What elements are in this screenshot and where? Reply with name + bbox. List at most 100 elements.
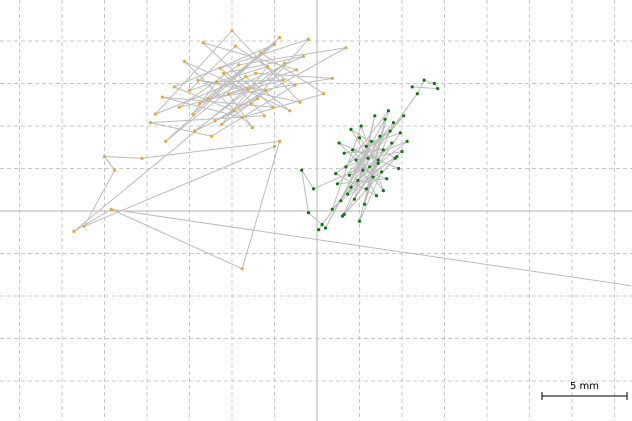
series-2-point xyxy=(323,226,328,230)
series-2-point xyxy=(346,192,350,196)
series-1-point xyxy=(221,71,226,75)
series-1-point xyxy=(255,97,260,101)
series-2-point xyxy=(415,92,419,96)
series-1-point xyxy=(293,83,297,87)
series-1-point xyxy=(213,119,217,123)
series-1-point xyxy=(278,139,282,143)
series-2-point xyxy=(405,139,409,143)
series-1-point xyxy=(201,41,205,45)
series-2-point xyxy=(342,212,346,216)
series-2-point xyxy=(374,194,379,198)
series-1-point xyxy=(82,224,86,228)
series-1-point xyxy=(102,155,107,159)
series-1-trace xyxy=(73,30,347,270)
series-2-point xyxy=(381,189,385,193)
series-1-point xyxy=(196,78,200,82)
series-2-point xyxy=(364,187,368,191)
series-1-point xyxy=(272,42,277,47)
series-1-point xyxy=(232,109,236,113)
series-2-point xyxy=(342,151,346,155)
connecting-traces xyxy=(73,30,632,287)
series-1-point xyxy=(272,144,277,148)
series-2-point xyxy=(363,202,367,206)
series-2-point xyxy=(391,121,396,125)
series-2-point xyxy=(373,114,377,118)
series-1-point xyxy=(245,87,249,91)
series-2-point xyxy=(351,148,355,152)
series-1-point xyxy=(109,207,113,211)
series-1-point xyxy=(250,126,254,130)
series-1-point xyxy=(198,102,202,106)
series-2-point xyxy=(398,131,402,135)
series-1-point xyxy=(227,92,231,96)
data-points xyxy=(72,29,440,271)
series-1-point xyxy=(113,168,117,172)
series-2-point xyxy=(352,197,356,201)
series-2-point xyxy=(368,165,372,169)
series-2-point xyxy=(432,81,436,86)
series-1-point xyxy=(259,51,263,55)
series-1-point xyxy=(264,88,268,92)
series-1-point xyxy=(278,36,282,40)
series-1-point xyxy=(288,109,292,113)
series-1-point xyxy=(271,105,275,109)
series-1-point xyxy=(306,37,311,41)
scale-bar: 5 mm xyxy=(541,381,628,400)
series-2-trace xyxy=(301,79,439,230)
series-1-point xyxy=(298,100,302,104)
series-2-point xyxy=(306,211,311,215)
series-2-point xyxy=(385,177,389,181)
series-1-point xyxy=(244,75,248,79)
series-1-point xyxy=(240,115,244,120)
series-1-point xyxy=(187,88,192,92)
series-2-point xyxy=(357,219,362,223)
series-2-point xyxy=(347,173,351,177)
series-2-point xyxy=(366,156,370,160)
series-1-point xyxy=(249,102,253,106)
series-1-point xyxy=(153,112,158,116)
series-2-point xyxy=(400,149,404,154)
series-1-point xyxy=(237,63,241,67)
series-1-point xyxy=(140,156,144,160)
series-2-point xyxy=(312,187,316,191)
series-1-point xyxy=(240,267,244,271)
series-2-point xyxy=(410,85,414,89)
series-1-point xyxy=(262,114,266,118)
series-1-point xyxy=(220,122,224,126)
series-1-point xyxy=(177,105,181,109)
series-2-point xyxy=(357,136,362,140)
series-2-point xyxy=(361,168,365,172)
series-1-point xyxy=(230,29,234,33)
series-2-point xyxy=(339,199,343,203)
series-1-point xyxy=(295,68,299,72)
series-2-point xyxy=(356,178,360,182)
series-2-point xyxy=(364,144,368,148)
scale-bar-label: 5 mm xyxy=(570,381,599,392)
series-2-point xyxy=(381,148,385,152)
series-2-point xyxy=(371,175,375,179)
series-2-point xyxy=(344,165,348,169)
series-2-point xyxy=(376,161,380,165)
series-2-point xyxy=(300,168,304,172)
series-2-point xyxy=(334,172,338,176)
series-1-point xyxy=(254,71,258,75)
series-2-point xyxy=(376,158,380,162)
series-2-point xyxy=(422,78,426,82)
series-2-point xyxy=(402,114,406,118)
series-2-point xyxy=(337,141,341,145)
series-2-point xyxy=(395,155,399,159)
series-1-point xyxy=(182,59,186,64)
series-1-point xyxy=(210,134,214,138)
series-1-point xyxy=(330,76,334,80)
series-1-point xyxy=(193,129,197,133)
series-1-point xyxy=(215,80,219,84)
series-2-point xyxy=(388,129,392,133)
series-1-point xyxy=(344,46,348,50)
series-2-point xyxy=(359,124,363,128)
series-1-point xyxy=(172,85,176,89)
series-2-point xyxy=(354,158,358,162)
series-1-point xyxy=(160,95,164,99)
series-2-point xyxy=(380,170,384,174)
